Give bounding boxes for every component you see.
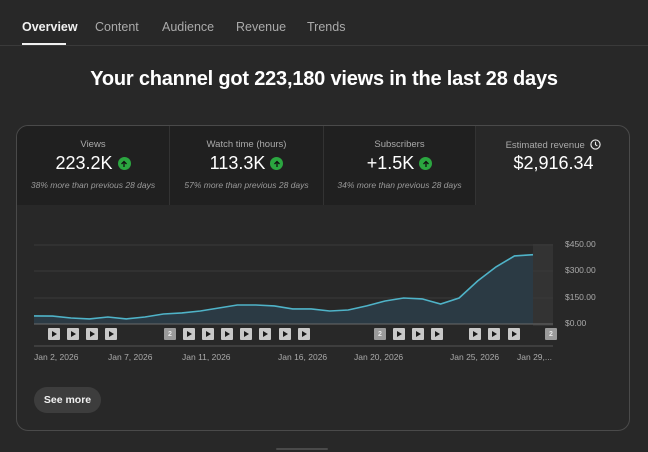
metric-tabs: Views 223.2K 38% more than previous 28 d…: [17, 126, 629, 205]
x-tick-label: Jan 20, 2026: [354, 352, 404, 362]
x-tick-label: Jan 11, 2026: [182, 352, 231, 362]
play-icon: [416, 331, 421, 337]
video-marker[interactable]: [86, 328, 98, 340]
video-marker[interactable]: [48, 328, 60, 340]
metric-label: Views: [80, 139, 106, 150]
trend-up-icon: [117, 157, 131, 170]
revenue-line-chart[interactable]: [17, 126, 630, 431]
metric-comparison: 38% more than previous 28 days: [30, 180, 156, 190]
video-marker[interactable]: [221, 328, 233, 340]
marker-count: 2: [168, 330, 172, 338]
play-icon: [263, 331, 268, 337]
metric-value: 113.3K: [209, 153, 266, 173]
tab-overview[interactable]: Overview: [22, 20, 78, 34]
analytics-tabs: Overview Content Audience Revenue Trends: [0, 0, 648, 46]
multi-video-marker[interactable]: 2: [374, 328, 386, 340]
video-marker[interactable]: [183, 328, 195, 340]
x-tick-label: Jan 2, 2026: [34, 352, 79, 362]
video-marker[interactable]: [469, 328, 481, 340]
video-marker[interactable]: [393, 328, 405, 340]
play-icon: [187, 331, 192, 337]
see-more-button[interactable]: See more: [34, 387, 101, 413]
multi-video-marker[interactable]: 2: [164, 328, 176, 340]
metric-views[interactable]: Views 223.2K 38% more than previous 28 d…: [17, 126, 169, 205]
video-marker[interactable]: [202, 328, 214, 340]
play-icon: [225, 331, 230, 337]
page-headline: Your channel got 223,180 views in the la…: [90, 68, 558, 90]
clock-icon[interactable]: [590, 139, 602, 150]
video-marker[interactable]: [488, 328, 500, 340]
video-marker[interactable]: [508, 328, 520, 340]
video-marker[interactable]: [431, 328, 443, 340]
play-icon: [244, 331, 249, 337]
overview-card: Views 223.2K 38% more than previous 28 d…: [16, 125, 630, 431]
x-tick-label: Jan 29,...: [517, 352, 552, 362]
chart-line: [33, 253, 534, 320]
play-icon: [473, 331, 478, 337]
play-icon: [52, 331, 57, 337]
play-icon: [90, 331, 95, 337]
play-icon: [397, 331, 402, 337]
multi-video-marker[interactable]: 2: [545, 328, 557, 340]
play-icon: [206, 331, 211, 337]
x-tick-label: Jan 7, 2026: [108, 352, 153, 362]
partial-data-region: [533, 244, 553, 326]
metric-comparison: 57% more than previous 28 days: [184, 180, 309, 190]
play-icon: [302, 331, 307, 337]
video-marker[interactable]: [105, 328, 117, 340]
video-marker[interactable]: [412, 328, 424, 340]
metric-comparison: 34% more than previous 28 days: [337, 180, 462, 190]
play-icon: [109, 331, 114, 337]
marker-count: 2: [549, 330, 553, 338]
play-icon: [512, 331, 517, 337]
metric-estimated-revenue[interactable]: Estimated revenue $2,916.34: [475, 126, 629, 205]
tab-revenue[interactable]: Revenue: [236, 20, 287, 34]
trend-up-icon: [419, 157, 433, 170]
video-marker[interactable]: [259, 328, 271, 340]
y-tick-label: $450.00: [565, 239, 596, 249]
play-icon: [283, 331, 288, 337]
metric-value: $2,916.34: [513, 153, 594, 173]
y-tick-label: $300.00: [565, 265, 596, 275]
video-marker[interactable]: [67, 328, 79, 340]
metric-watch-time[interactable]: Watch time (hours) 113.3K 57% more than …: [169, 126, 323, 205]
metric-label: Estimated revenue: [505, 140, 585, 151]
x-tick-label: Jan 16, 2026: [278, 352, 328, 362]
metric-subscribers[interactable]: Subscribers +1.5K 34% more than previous…: [323, 126, 475, 205]
tab-content[interactable]: Content: [95, 20, 139, 34]
y-tick-label: $150.00: [565, 292, 596, 302]
play-icon: [435, 331, 440, 337]
video-marker[interactable]: [279, 328, 291, 340]
play-icon: [71, 331, 76, 337]
marker-count: 2: [378, 330, 382, 338]
active-tab-indicator: [22, 43, 66, 45]
y-tick-label: $0.00: [565, 318, 587, 328]
trend-up-icon: [270, 157, 284, 170]
metric-label: Watch time (hours): [206, 139, 287, 150]
scroll-handle[interactable]: [276, 448, 328, 450]
metric-value: 223.2K: [55, 153, 113, 173]
video-marker[interactable]: [240, 328, 252, 340]
chart-area-fill: [34, 254, 533, 324]
x-tick-label: Jan 25, 2026: [450, 352, 500, 362]
metric-label-row: Estimated revenue: [476, 139, 629, 151]
video-marker[interactable]: [298, 328, 310, 340]
metric-label: Subscribers: [374, 139, 425, 150]
tab-audience[interactable]: Audience: [162, 20, 215, 34]
play-icon: [492, 331, 497, 337]
tab-trends[interactable]: Trends: [307, 20, 346, 34]
metric-value: +1.5K: [366, 153, 415, 173]
